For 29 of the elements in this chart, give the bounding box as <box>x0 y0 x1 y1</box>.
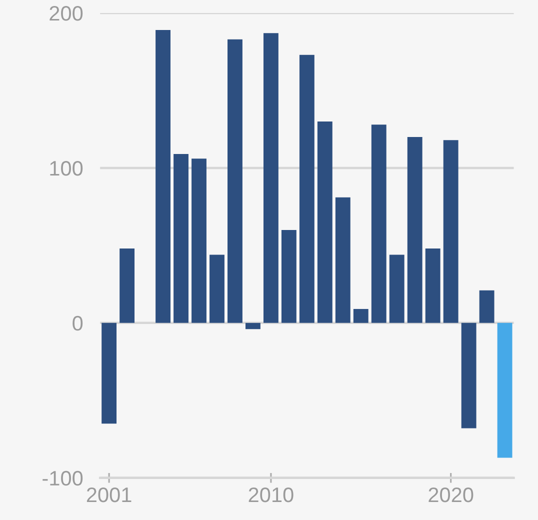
bar <box>263 33 278 323</box>
bar <box>353 308 368 323</box>
bar <box>497 322 512 458</box>
bar <box>246 322 260 330</box>
bar <box>371 124 386 323</box>
bar <box>156 30 170 323</box>
bar <box>174 154 188 323</box>
bar <box>389 254 404 323</box>
y-tick-label: 200 <box>50 6 83 21</box>
x-tick-label: 2020 <box>428 487 474 502</box>
y-tick-label: 0 <box>72 316 83 331</box>
bar <box>192 158 206 323</box>
bar <box>210 254 224 323</box>
bar <box>299 54 314 323</box>
bar <box>317 121 332 323</box>
x-tick-label: 2010 <box>248 487 294 502</box>
y-tick-label: -100 <box>42 470 83 486</box>
bar <box>335 197 350 323</box>
y-tick-label: 100 <box>50 160 83 176</box>
bar <box>120 248 135 323</box>
x-tick-label: 2001 <box>86 487 132 502</box>
bar <box>479 290 494 323</box>
bar <box>228 39 242 323</box>
bar <box>102 322 117 424</box>
bar <box>443 140 458 323</box>
bar <box>425 248 440 323</box>
bar <box>461 322 476 428</box>
bar <box>407 136 422 323</box>
bar <box>281 230 296 323</box>
